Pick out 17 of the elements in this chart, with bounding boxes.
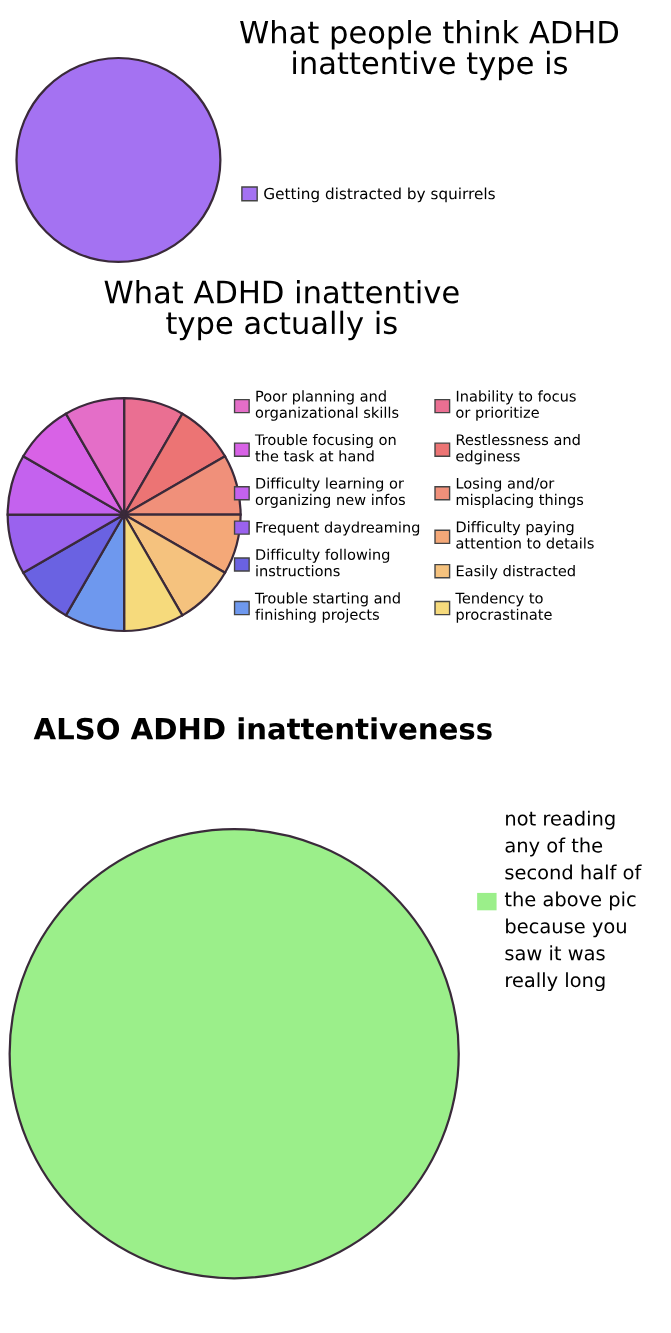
chart-title: ALSO ADHD inattentiveness <box>33 717 492 740</box>
legend-label: Frequent daydreaming <box>256 521 420 536</box>
legend-label: Losing and/or misplacing things <box>456 477 584 508</box>
legend-label: Difficulty following instructions <box>256 548 390 577</box>
legend-label: Restlessness and edginess <box>456 433 580 465</box>
legend-label: Difficulty paying attention to details <box>456 521 594 549</box>
chart-title: What ADHD inattentive type actually is <box>104 279 459 341</box>
legend-label: Tendency to procrastinate <box>455 592 552 623</box>
legend-label: Trouble starting and finishing projects <box>254 592 400 623</box>
chart-title: What people think ADHD inattentive type is <box>240 20 619 81</box>
legend-label: Poor planning and organizational skills <box>255 390 399 421</box>
legend-label: Easily distracted <box>456 565 575 580</box>
legend-label: Difficulty learning or organizing new infos <box>255 477 405 508</box>
legend-label: Trouble focusing on the task at hand <box>254 433 396 462</box>
legend-label: Getting distracted by squirrels <box>264 187 495 203</box>
legend-label: Inability to focus or prioritize <box>456 390 576 421</box>
legend-label: not reading any of the second half of the above pic because you saw it was really long <box>504 810 642 992</box>
